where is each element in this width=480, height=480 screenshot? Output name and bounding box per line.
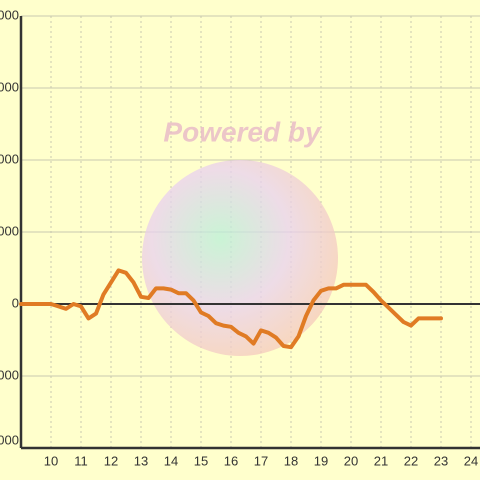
x-tick-label: 13 xyxy=(134,453,148,468)
watermark-logo xyxy=(142,160,338,356)
x-tick-label: 19 xyxy=(314,453,328,468)
y-tick-label: -6,000 xyxy=(0,432,19,447)
y-tick-label: 0 xyxy=(12,295,19,310)
data-line xyxy=(19,268,443,350)
x-tick-label: 17 xyxy=(254,453,268,468)
x-tick-label: 12 xyxy=(104,453,118,468)
x-tick-label: 18 xyxy=(284,453,298,468)
watermark-text: Powered by xyxy=(163,116,322,147)
x-tick-label: 24 xyxy=(464,453,478,468)
y-tick-label: -3,000 xyxy=(0,367,19,382)
x-tick-label: 20 xyxy=(344,453,358,468)
y-tick-label: 9,000 xyxy=(0,79,19,94)
x-tick-label: 23 xyxy=(434,453,448,468)
x-tick-label: 15 xyxy=(194,453,208,468)
x-tick-label: 14 xyxy=(164,453,178,468)
x-tick-label: 22 xyxy=(404,453,418,468)
y-tick-label: 6,000 xyxy=(0,151,19,166)
plot: -6,000 -3,000 0 3,000 6,000 9,000 12,000 10 11 12… xyxy=(0,7,480,468)
x-tick-label: 16 xyxy=(224,453,238,468)
x-tick-label: 10 xyxy=(44,453,58,468)
y-tick-label: 12,000 xyxy=(0,7,19,22)
x-tick-label: 11 xyxy=(74,453,88,468)
y-tick-label: 3,000 xyxy=(0,223,19,238)
x-tick-label: 21 xyxy=(374,453,388,468)
